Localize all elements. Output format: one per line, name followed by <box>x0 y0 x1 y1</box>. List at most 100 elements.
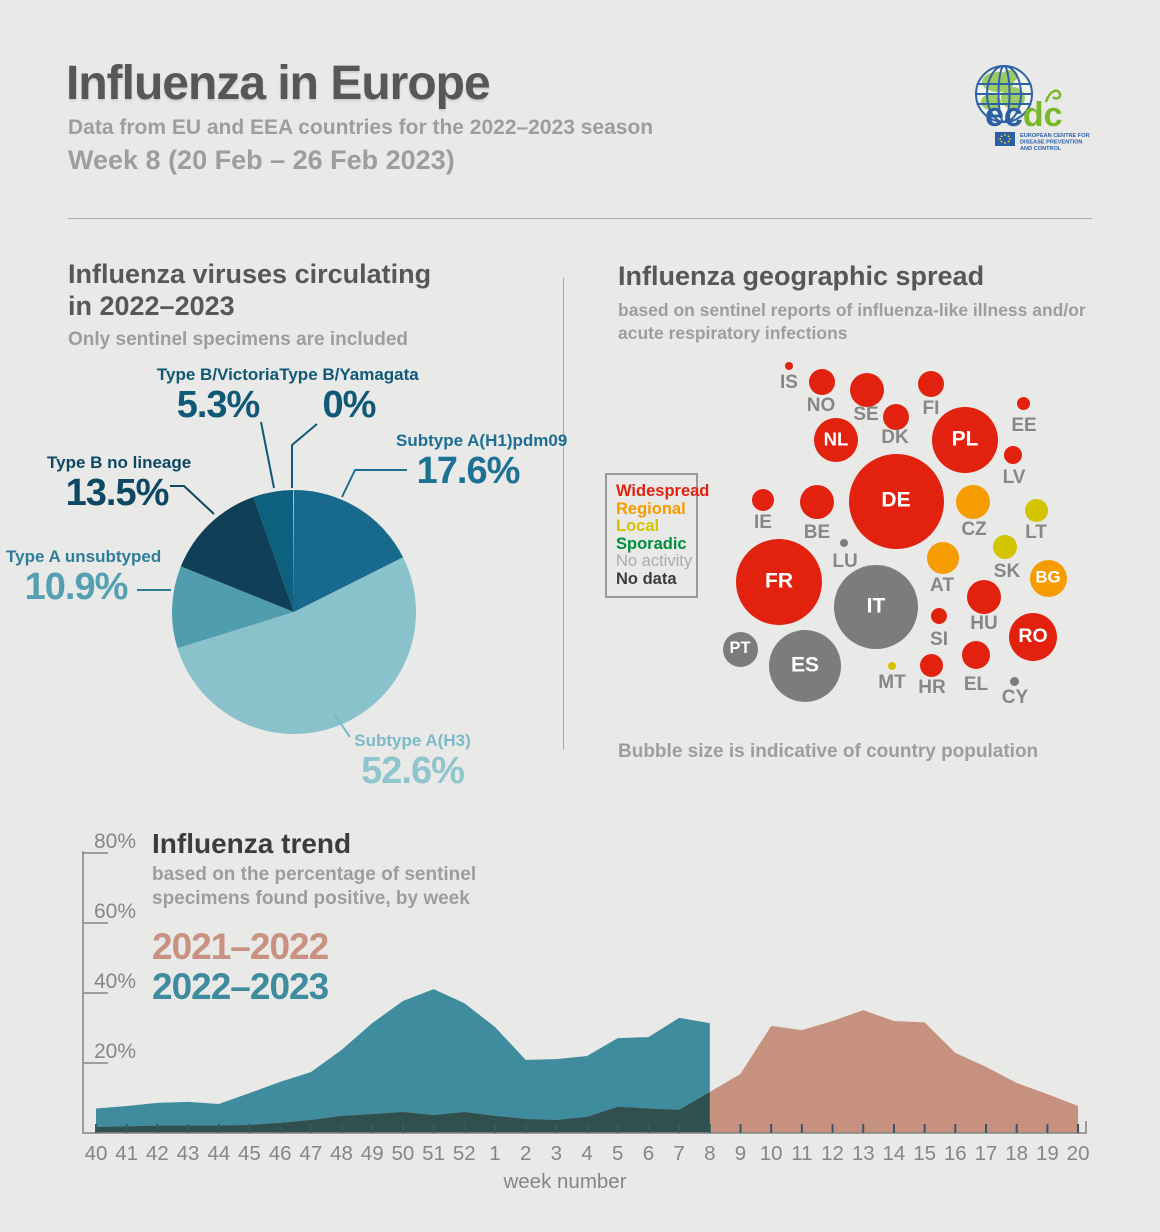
bubble-CY <box>1009 676 1019 686</box>
bubble-label-LT: LT <box>1025 522 1047 543</box>
page-title: Influenza in Europe <box>66 57 491 110</box>
pie-label-b-no-lineage: Type B no lineage 13.5% <box>47 453 192 514</box>
bubble-BE <box>800 485 834 519</box>
x-tick-label-week-20: 20 <box>1067 1142 1090 1165</box>
x-tick-label-week-17: 17 <box>975 1142 998 1165</box>
bubble-FR: FR <box>736 539 822 625</box>
x-tick-label-week-43: 43 <box>177 1142 200 1165</box>
bubble-label-IE: IE <box>754 512 772 533</box>
x-tick-label-week-2: 2 <box>520 1142 531 1165</box>
bubble-label-DK: DK <box>881 427 909 448</box>
legend-item-regional: Regional <box>616 499 686 518</box>
area-2022-2023 <box>96 989 710 1133</box>
bubble-LV <box>1004 446 1022 464</box>
bubble-PT: PT <box>722 631 758 667</box>
x-tick-label-week-49: 49 <box>361 1142 384 1165</box>
bubble-EE <box>1016 396 1030 410</box>
bubble-label-SK: SK <box>993 561 1021 582</box>
x-tick-label-week-52: 52 <box>453 1142 476 1165</box>
bubble-label-FR: FR <box>765 569 793 593</box>
ecdc-caption-2: DISEASE PREVENTION <box>1020 140 1082 146</box>
trend-section-title: Influenza trend <box>152 828 352 859</box>
bubble-EL <box>962 641 990 669</box>
y-tick-label-60%: 60% <box>94 900 136 923</box>
bubble-ES: ES <box>769 630 841 702</box>
bubble-label-LV: LV <box>1002 467 1026 488</box>
ecdc-wordmark: ecdc <box>985 96 1063 134</box>
legend-item-no_data: No data <box>616 569 677 588</box>
pie-label-h3: Subtype A(H3) 52.6% <box>354 731 471 792</box>
bubble-label-DE: DE <box>881 488 911 512</box>
leader-b-victoria <box>260 421 275 489</box>
pie-slice-h3 <box>177 557 416 735</box>
trend-section-subtitle-1: based on the percentage of sentinel <box>152 864 477 885</box>
bubble-IE <box>752 489 774 511</box>
legend-item-widespread: Widespread <box>616 482 710 500</box>
bubble-label-NL: NL <box>823 428 849 450</box>
leader-b-yamagata <box>291 423 318 488</box>
bubble-label-MT: MT <box>878 672 906 693</box>
x-tick-label-week-9: 9 <box>735 1142 746 1165</box>
map-footnote: Bubble size is indicative of country pop… <box>618 741 1039 762</box>
bubble-label-SI: SI <box>930 629 948 650</box>
x-tick-label-week-12: 12 <box>821 1142 844 1165</box>
bubble-label-FI: FI <box>922 398 940 419</box>
map-legend: Widespread Regional Local Sporadic No activi… <box>605 473 710 598</box>
x-tick-label-week-47: 47 <box>299 1142 322 1165</box>
x-tick-label-week-13: 13 <box>852 1142 875 1165</box>
x-tick-label-week-40: 40 <box>85 1142 108 1165</box>
trend-section-subtitle-2: specimens found positive, by week <box>152 888 470 909</box>
bubble-label-BE: BE <box>803 522 831 543</box>
x-tick-label-week-1: 1 <box>489 1142 500 1165</box>
bubble-label-NO: NO <box>806 395 836 416</box>
ecdc-caption-1: EUROPEAN CENTRE FOR <box>1020 133 1090 139</box>
bubble-label-LU: LU <box>832 551 858 572</box>
pie-label-b-victoria: Type B/Victoria 5.3% <box>156 365 280 426</box>
bubble-IT: IT <box>834 565 918 649</box>
bubble-PL: PL <box>932 407 998 473</box>
x-tick-label-week-51: 51 <box>422 1142 445 1165</box>
bubble-label-CY: CY <box>1001 687 1029 708</box>
x-tick-label-week-7: 7 <box>673 1142 684 1165</box>
x-tick-label-week-11: 11 <box>791 1142 812 1165</box>
pie-slice-a_unsubtyped <box>171 566 294 649</box>
area-overlap <box>96 1092 710 1133</box>
bubble-label-RO: RO <box>1018 625 1048 648</box>
x-tick-label-week-6: 6 <box>643 1142 654 1165</box>
bubble-BG: BG <box>1029 559 1067 597</box>
bubble-label-EL: EL <box>963 674 989 695</box>
map-section-subtitle: based on sentinel reports of influenza-l… <box>618 300 1086 343</box>
bubble-MT <box>888 662 896 670</box>
bubble-label-SE: SE <box>853 404 879 425</box>
bubble-RO: RO <box>1009 613 1057 661</box>
ecdc-sprout-icon <box>1044 89 1062 103</box>
y-tick-label-20%: 20% <box>94 1040 136 1063</box>
week-label: Week 8 (20 Feb – 26 Feb 2023) <box>68 145 455 175</box>
bubble-label-PT: PT <box>729 639 751 658</box>
bubble-IS <box>785 362 793 370</box>
ecdc-globe-icon <box>975 65 1033 123</box>
pie-section-subtitle: Only sentinel specimens are included <box>68 329 409 350</box>
x-tick-label-week-50: 50 <box>391 1142 414 1165</box>
bubble-label-HR: HR <box>918 677 946 698</box>
pie-label-b-yamagata: Type B/Yamagata 0% <box>279 365 419 426</box>
bubble-label-IT: IT <box>866 594 886 618</box>
bubble-label-BG: BG <box>1035 567 1061 587</box>
x-axis-title: week number <box>502 1170 626 1193</box>
bubble-label-IS: IS <box>780 372 798 393</box>
header-divider <box>68 218 1092 219</box>
x-tick-label-week-8: 8 <box>704 1142 715 1165</box>
x-tick-label-week-42: 42 <box>146 1142 169 1165</box>
ecdc-caption-3: AND CONTROL <box>1020 146 1062 152</box>
bubble-label-ES: ES <box>790 653 820 677</box>
x-tick-label-week-44: 44 <box>207 1142 230 1165</box>
legend-item-no_activity: No activity <box>616 552 693 570</box>
y-tick-label-80%: 80% <box>94 830 136 853</box>
legend-season-2022-2023: 2022–2023 <box>152 966 329 1007</box>
pie-slice-h1pdm09 <box>294 490 404 612</box>
bubble-CZ <box>956 485 990 519</box>
pie-slice-b_no_lineage <box>180 496 294 612</box>
